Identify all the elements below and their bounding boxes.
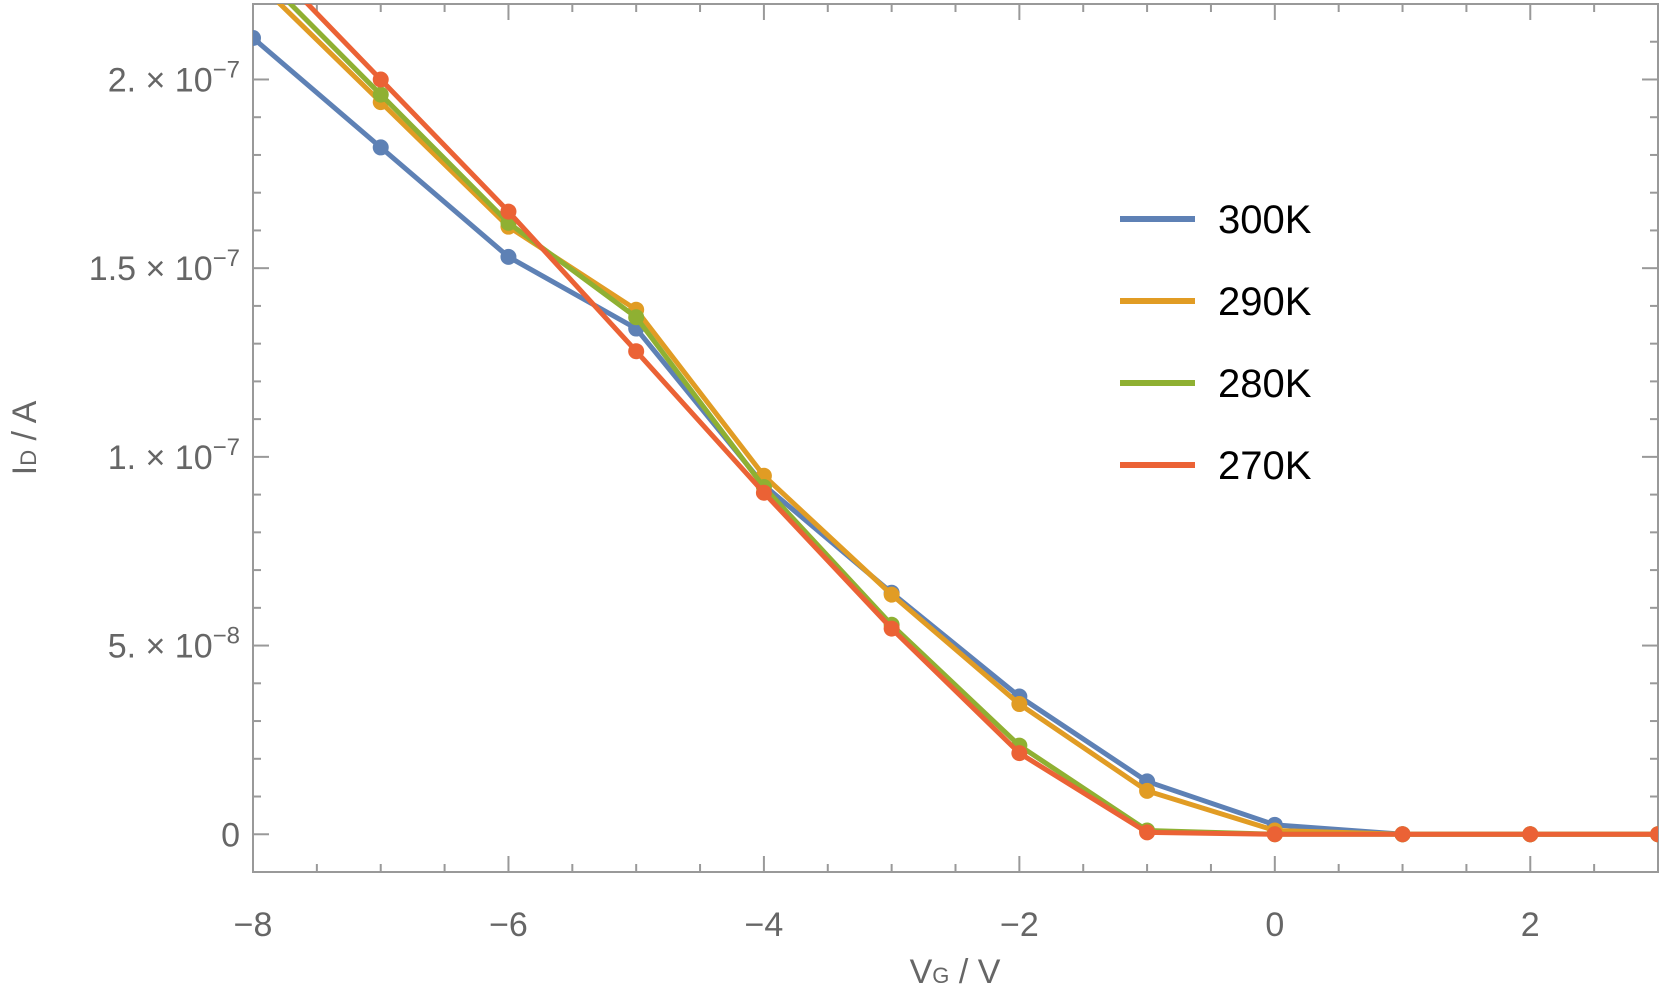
x-tick-label: 2 bbox=[1521, 906, 1540, 944]
y-tick-label: 0 bbox=[221, 816, 240, 854]
legend: 300K 290K 280K 270K bbox=[1120, 198, 1312, 488]
data-point-270K bbox=[883, 620, 900, 637]
legend-label: 280K bbox=[1218, 362, 1312, 406]
x-tick-label: −6 bbox=[489, 906, 528, 944]
series-280K bbox=[287, 4, 1658, 843]
data-point-280K bbox=[372, 86, 389, 103]
data-point-300K bbox=[372, 139, 389, 156]
series-300K bbox=[253, 29, 1658, 843]
x-axis-title-main: V bbox=[910, 953, 933, 991]
data-point-270K bbox=[1650, 826, 1658, 843]
plot-frame bbox=[252, 3, 1659, 873]
x-axis-title-unit: / V bbox=[949, 953, 1000, 991]
data-point-270K bbox=[628, 343, 645, 360]
y-tick-exponent: −8 bbox=[213, 623, 240, 650]
x-tick-label: −8 bbox=[234, 906, 273, 944]
y-tick-exponent: −7 bbox=[213, 245, 240, 272]
data-point-290K bbox=[1139, 782, 1156, 799]
data-point-270K bbox=[372, 71, 389, 88]
data-point-270K bbox=[1139, 824, 1156, 841]
data-point-300K bbox=[253, 29, 261, 46]
legend-item-280K: 280K bbox=[1120, 362, 1312, 406]
y-tick-label: 1.5 × 10−7 bbox=[89, 245, 240, 288]
series-290K bbox=[276, 4, 1658, 843]
y-tick-times: × 10 bbox=[136, 250, 213, 288]
y-tick-mantissa: 1.5 bbox=[89, 250, 136, 288]
data-point-290K bbox=[1011, 696, 1028, 713]
legend-label: 300K bbox=[1218, 198, 1312, 242]
series-line-300K bbox=[253, 34, 1658, 837]
x-tick-label: −2 bbox=[1000, 906, 1039, 944]
data-point-270K bbox=[1266, 826, 1283, 843]
y-axis-title-unit: / A bbox=[6, 400, 44, 449]
y-axis-title: ID / A bbox=[6, 400, 44, 475]
data-point-270K bbox=[500, 203, 517, 220]
legend-label: 270K bbox=[1218, 444, 1312, 488]
legend-label: 290K bbox=[1218, 280, 1312, 324]
y-tick-exponent: −7 bbox=[213, 56, 240, 83]
series-270K bbox=[304, 4, 1658, 843]
y-tick-mantissa: 5. bbox=[108, 628, 136, 666]
legend-item-290K: 290K bbox=[1120, 280, 1312, 324]
y-tick-label: 5. × 10−8 bbox=[108, 623, 240, 666]
y-tick-mantissa: 1. bbox=[108, 439, 136, 477]
tick-labels: −8 −6 −4 −2 0 205. × 10−81. × 10−71.5 × 10−72… bbox=[89, 56, 1540, 944]
y-tick-label: 1. × 10−7 bbox=[108, 434, 240, 477]
data-point-270K bbox=[1394, 826, 1411, 843]
x-axis-title-sub: G bbox=[932, 963, 949, 988]
x-axis-title: VG / V bbox=[910, 953, 1001, 991]
legend-item-270K: 270K bbox=[1120, 444, 1312, 488]
y-tick-times: × 10 bbox=[136, 628, 213, 666]
data-point-270K bbox=[1011, 745, 1028, 762]
data-point-270K bbox=[755, 484, 772, 501]
data-point-270K bbox=[1522, 826, 1539, 843]
legend-item-300K: 300K bbox=[1120, 198, 1312, 242]
x-tick-label: 0 bbox=[1265, 906, 1284, 944]
ticks bbox=[252, 3, 1659, 873]
y-tick-label: 2. × 10−7 bbox=[108, 56, 240, 99]
y-tick-mantissa: 2. bbox=[108, 61, 136, 99]
data-point-280K bbox=[628, 309, 645, 326]
y-axis-title-sub: D bbox=[16, 450, 41, 466]
data-point-300K bbox=[500, 248, 517, 265]
y-tick-times: × 10 bbox=[136, 61, 213, 99]
data-point-290K bbox=[883, 586, 900, 603]
y-tick-times: × 10 bbox=[136, 439, 213, 477]
series-layer bbox=[253, 4, 1658, 843]
y-axis-title-main: I bbox=[6, 466, 44, 475]
x-tick-label: −4 bbox=[745, 906, 784, 944]
y-tick-exponent: −7 bbox=[213, 434, 240, 461]
